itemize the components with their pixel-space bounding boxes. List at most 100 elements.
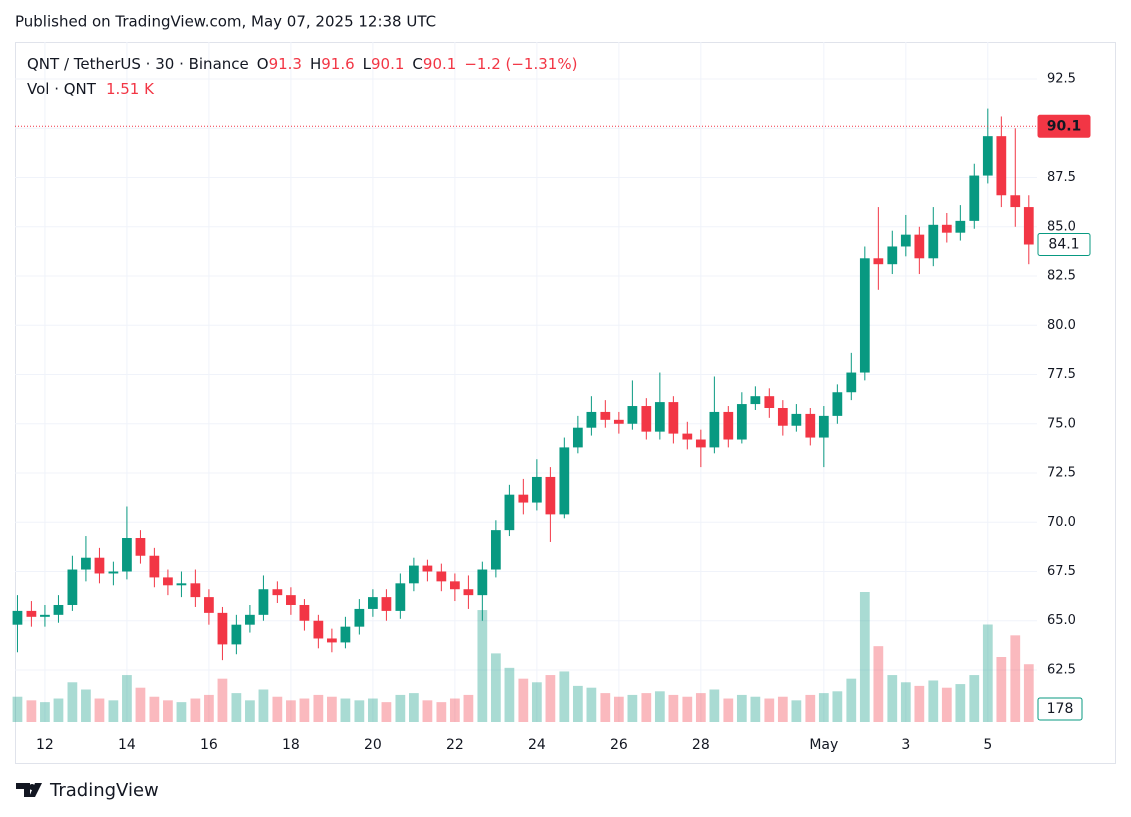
candle-body <box>354 608 365 627</box>
volume-bar <box>163 700 173 722</box>
candle-body <box>805 413 816 438</box>
candle-body <box>627 406 638 424</box>
y-tick-label: 67.5 <box>1047 564 1076 579</box>
volume-bar <box>818 693 829 722</box>
volume-bar <box>463 694 474 722</box>
logo: TradingView <box>16 780 159 801</box>
volume-bar <box>709 689 720 722</box>
ohlc-key: H <box>310 55 321 73</box>
y-tick-label: 65.0 <box>1047 613 1076 628</box>
candle-body <box>545 476 556 515</box>
volume-bar <box>723 698 734 722</box>
candle-body <box>559 447 570 515</box>
x-tick-label: 24 <box>528 737 546 753</box>
volume-bar <box>381 702 392 722</box>
candle-body <box>914 234 925 259</box>
candle-body <box>149 555 160 578</box>
candle-body <box>1023 207 1034 245</box>
ohlc-key: O <box>257 55 269 73</box>
candle-body <box>381 597 392 611</box>
volume-bar <box>969 675 980 722</box>
volume-bar <box>572 685 583 722</box>
candle-body <box>163 577 173 586</box>
volume-bar <box>982 624 993 722</box>
ohlc-key: L <box>363 55 372 73</box>
candle-body <box>723 411 734 440</box>
x-tick-label: May <box>809 737 838 753</box>
volume-bar <box>176 702 187 722</box>
volume-bar <box>668 694 679 722</box>
volume-bar <box>641 693 652 722</box>
ohlc-value: 91.6 <box>321 55 354 73</box>
axes: 62.5 65.0 67.5 70.0 72.5 75.0 77.5 80.0 82.5 85.0… <box>15 72 1091 753</box>
volume-title: Vol · QNT <box>27 80 97 98</box>
candle-body <box>477 569 488 596</box>
volume-bar <box>764 698 775 722</box>
candle-body <box>682 433 693 440</box>
candle-body <box>777 408 788 426</box>
volume-bar <box>627 694 638 722</box>
candle-body <box>586 411 597 428</box>
volume-bar <box>941 687 952 722</box>
volume-bar <box>1010 635 1021 722</box>
volume-bar <box>955 684 966 722</box>
x-tick-label: 22 <box>446 737 464 753</box>
y-tick-label: 85.0 <box>1047 219 1076 234</box>
change: −1.2 (−1.31%) <box>464 55 577 73</box>
candle-body <box>340 626 351 643</box>
candle-body <box>504 494 515 531</box>
volume-bar <box>245 700 255 722</box>
volume-bar <box>217 678 228 722</box>
candle-body <box>709 411 720 448</box>
candle-body <box>900 234 911 247</box>
candle-body <box>668 402 679 434</box>
y-tick-label: 77.5 <box>1047 367 1076 382</box>
candle-body <box>190 583 201 598</box>
y-tick-label: 72.5 <box>1047 466 1076 481</box>
candle-body <box>764 396 775 409</box>
candle-body <box>122 538 132 572</box>
volume-bar <box>422 700 433 722</box>
volume-bar <box>805 694 816 722</box>
candle-body <box>231 624 242 645</box>
candle-body <box>436 571 447 582</box>
candle-body <box>40 614 50 617</box>
volume-bar <box>559 671 570 722</box>
candle-body <box>94 557 105 574</box>
candle-body <box>53 604 64 615</box>
candle-body <box>572 427 583 448</box>
candle-body <box>654 402 665 432</box>
volume-bar <box>94 698 105 722</box>
ohlc-value: 91.3 <box>269 55 302 73</box>
candle-body <box>873 258 884 265</box>
candle-body <box>26 610 37 617</box>
volume-bar <box>449 698 460 722</box>
candle-body <box>463 589 474 596</box>
volume-bar <box>190 698 201 722</box>
volume-bar <box>272 696 283 722</box>
x-tick-label: 3 <box>901 737 910 753</box>
candle-body <box>818 415 829 438</box>
volume-bar <box>531 682 542 722</box>
volume-bar <box>409 693 419 722</box>
candle-body <box>449 581 460 590</box>
candle-body <box>955 220 966 233</box>
volume-bar <box>682 696 693 722</box>
published-note: Published on TradingView.com, May 07, 20… <box>15 13 436 31</box>
candle-body <box>996 136 1007 196</box>
volume-bar <box>859 592 870 722</box>
y-tick-label: 80.0 <box>1047 318 1076 333</box>
volume-bar <box>40 702 50 722</box>
candle-body <box>368 597 378 609</box>
candle-body <box>531 476 542 503</box>
x-tick-label: 20 <box>364 737 382 753</box>
y-tick-label: 70.0 <box>1047 515 1076 530</box>
chart-frame <box>15 42 1116 764</box>
candle-body <box>490 530 501 570</box>
candle-body <box>750 396 761 405</box>
brand: TradingView <box>49 780 159 801</box>
volume-bar <box>204 694 214 722</box>
volume-bar <box>613 696 624 722</box>
volume-bar <box>1023 664 1034 722</box>
volume-marker-label: 178 <box>1047 701 1074 717</box>
